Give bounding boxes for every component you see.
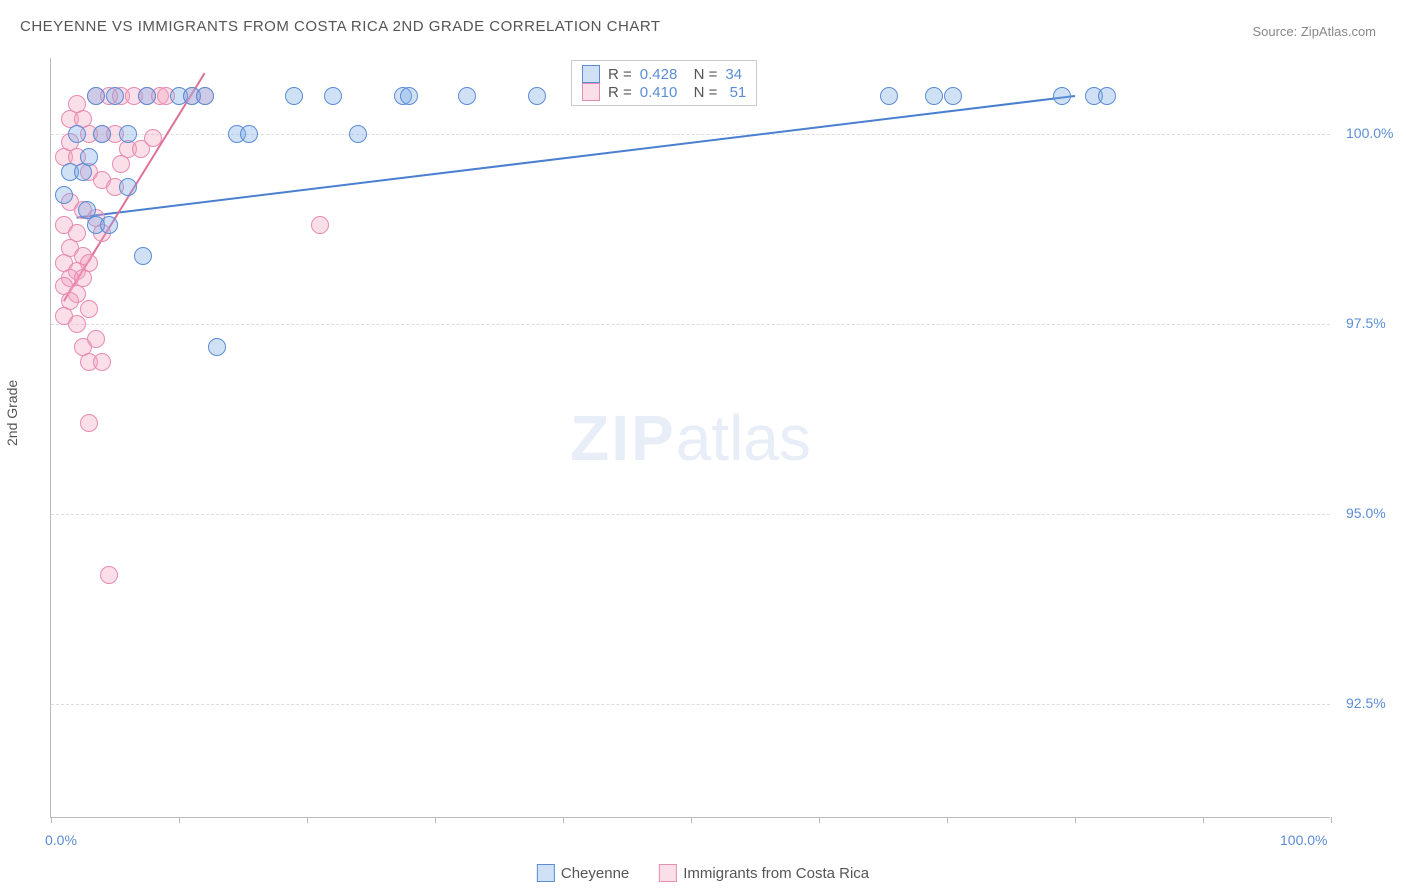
data-point [87, 87, 105, 105]
legend-item-costa-rica: Immigrants from Costa Rica [659, 864, 869, 882]
data-point [349, 125, 367, 143]
legend-swatch-blue [537, 864, 555, 882]
legend-swatch-pink [659, 864, 677, 882]
data-point [196, 87, 214, 105]
data-point [925, 87, 943, 105]
data-point [311, 216, 329, 234]
source-label: Source: ZipAtlas.com [1252, 24, 1376, 39]
y-tick-label: 95.0% [1346, 505, 1386, 521]
data-point [78, 201, 96, 219]
data-point [208, 338, 226, 356]
data-point [68, 125, 86, 143]
data-point [68, 315, 86, 333]
data-point [112, 155, 130, 173]
data-point [1053, 87, 1071, 105]
data-point [324, 87, 342, 105]
data-point [144, 129, 162, 147]
chart-container: CHEYENNE VS IMMIGRANTS FROM COSTA RICA 2… [0, 0, 1406, 892]
y-axis-title: 2nd Grade [4, 380, 20, 446]
data-point [138, 87, 156, 105]
data-point [68, 95, 86, 113]
x-tick-label: 0.0% [45, 832, 77, 848]
data-point [106, 87, 124, 105]
data-point [944, 87, 962, 105]
data-point [80, 300, 98, 318]
legend-label: Immigrants from Costa Rica [683, 865, 869, 882]
plot-area: ZIPatlas R = 0.428 N = 34 R = 0.410 N = … [50, 58, 1330, 818]
data-point [55, 186, 73, 204]
data-point [100, 566, 118, 584]
data-point [80, 414, 98, 432]
y-tick-label: 92.5% [1346, 695, 1386, 711]
trend-lines [51, 58, 1331, 818]
y-tick-label: 100.0% [1346, 125, 1393, 141]
data-point [93, 125, 111, 143]
y-tick-label: 97.5% [1346, 315, 1386, 331]
data-point [240, 125, 258, 143]
series-legend: Cheyenne Immigrants from Costa Rica [537, 864, 869, 882]
data-point [134, 247, 152, 265]
data-point [528, 87, 546, 105]
x-tick-label: 100.0% [1280, 832, 1327, 848]
data-point [458, 87, 476, 105]
data-point [93, 353, 111, 371]
data-point [285, 87, 303, 105]
data-point [80, 148, 98, 166]
data-point [1098, 87, 1116, 105]
legend-label: Cheyenne [561, 865, 629, 882]
data-point [100, 216, 118, 234]
x-tick [1331, 817, 1332, 823]
data-point [880, 87, 898, 105]
chart-title: CHEYENNE VS IMMIGRANTS FROM COSTA RICA 2… [20, 18, 661, 35]
data-point [119, 125, 137, 143]
data-point [400, 87, 418, 105]
data-point [119, 178, 137, 196]
legend-item-cheyenne: Cheyenne [537, 864, 629, 882]
